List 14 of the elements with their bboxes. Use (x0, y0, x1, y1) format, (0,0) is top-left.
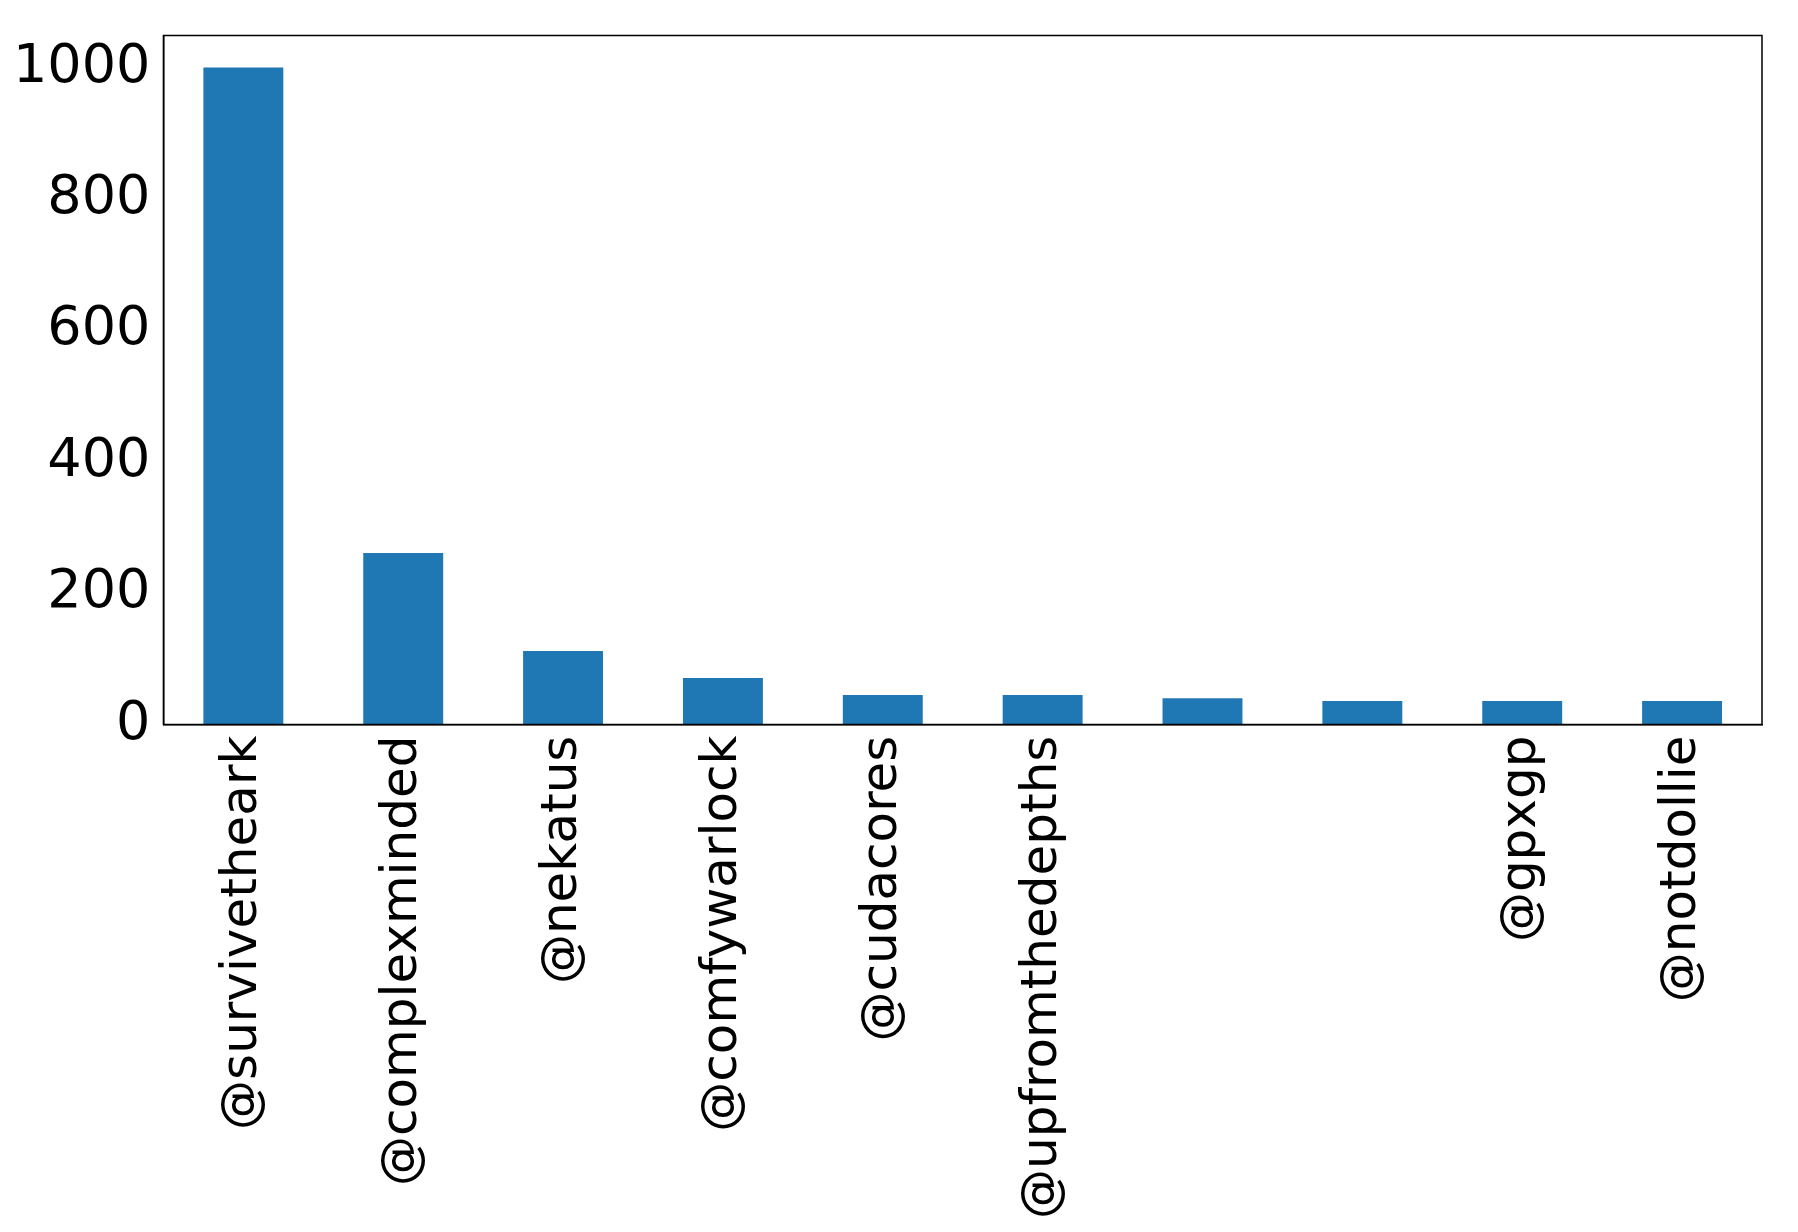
x-tick-label: @complexminded (370, 735, 429, 1186)
x-tick-label: @upfromthedepths (1009, 735, 1068, 1220)
y-tick-label: 800 (47, 163, 151, 227)
y-tick-label: 600 (47, 294, 151, 358)
x-tick-label: @cudacores (849, 735, 908, 1042)
y-tick-label: 1000 (12, 31, 151, 95)
x-tick-label: @nekatus (530, 735, 589, 985)
x-tick-label: @comfywarlock (689, 735, 748, 1132)
y-tick-label: 400 (47, 425, 151, 489)
x-tick-label: @survivetheark (210, 735, 269, 1130)
x-tick-label: @notdollie (1649, 735, 1708, 1003)
x-tick-label: @gpxgp (1489, 735, 1548, 943)
y-tick-label: 0 (116, 688, 151, 752)
y-tick-label: 200 (47, 557, 151, 621)
